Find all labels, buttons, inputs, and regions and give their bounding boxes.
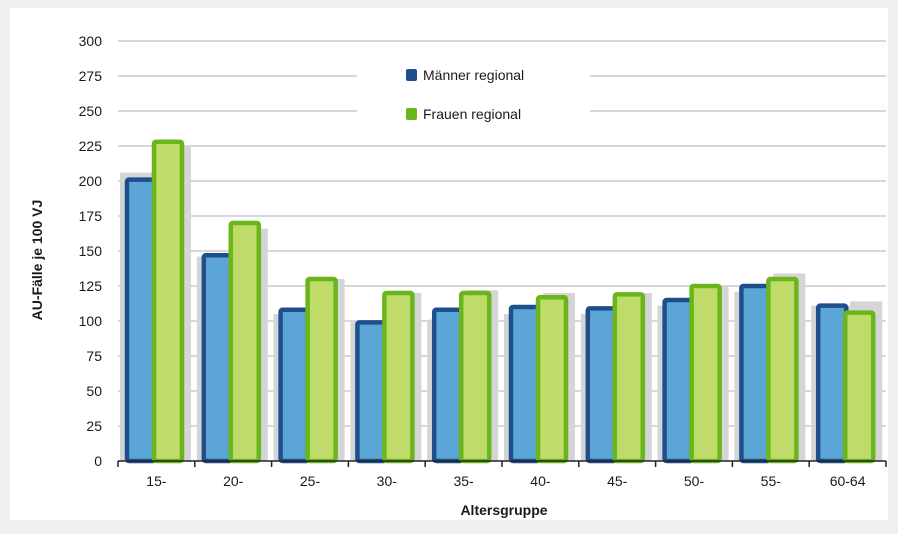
legend-label-men: Männer regional: [423, 67, 524, 83]
y-tick-label: 125: [79, 278, 103, 294]
y-tick-label: 275: [79, 68, 103, 84]
y-tick-label: 0: [94, 453, 102, 469]
y-tick-label: 300: [79, 33, 103, 49]
y-tick-label: 225: [79, 138, 103, 154]
bar-men: [278, 307, 311, 464]
bar-women: [842, 310, 876, 464]
x-axis-title: Altersgruppe: [460, 502, 547, 518]
bar-men: [662, 297, 695, 464]
y-tick-label: 75: [86, 348, 102, 364]
x-tick-label: 35-: [453, 473, 474, 489]
bar-men: [201, 252, 235, 464]
bar-women: [535, 294, 569, 464]
bar-men: [124, 177, 158, 464]
y-axis-title: AU-Fälle je 100 VJ: [29, 200, 45, 321]
bar-women: [612, 292, 646, 464]
y-tick-label: 50: [86, 383, 102, 399]
bar-women: [305, 276, 338, 464]
bar-men: [585, 306, 619, 464]
x-tick-label: 45-: [607, 473, 628, 489]
bar-women: [382, 290, 415, 464]
legend-background: [357, 58, 590, 126]
bar-men: [815, 303, 849, 464]
bar-men: [508, 304, 542, 464]
y-tick-label: 250: [79, 103, 103, 119]
x-tick-label: 60-64: [830, 473, 866, 489]
y-tick-label: 150: [79, 243, 103, 259]
bar-women: [228, 220, 262, 464]
x-tick-label: 50-: [684, 473, 705, 489]
bars-layer: [124, 139, 876, 464]
y-tick-label: 175: [79, 208, 103, 224]
bar-women: [766, 276, 799, 464]
y-tick-label: 100: [79, 313, 103, 329]
y-tick-label: 200: [79, 173, 103, 189]
bar-men: [739, 283, 772, 464]
legend-swatch-men: [406, 69, 417, 81]
bar-women: [689, 283, 722, 464]
x-tick-label: 40-: [530, 473, 551, 489]
bar-men: [355, 320, 388, 464]
y-tick-label: 25: [86, 418, 102, 434]
axis-layer: 0 25 50 75 100 125 150 175 200 225 250 275 300 15- 20-…: [79, 33, 887, 489]
legend: Männer regional Frauen regional: [357, 58, 590, 126]
legend-label-women: Frauen regional: [423, 106, 521, 122]
x-tick-label: 25-: [300, 473, 321, 489]
x-tick-label: 55-: [761, 473, 782, 489]
legend-swatch-women: [406, 108, 417, 120]
bar-women: [458, 290, 492, 464]
x-tick-label: 15-: [146, 473, 167, 489]
bar-men: [431, 307, 465, 464]
x-tick-label: 30-: [377, 473, 398, 489]
bar-women: [151, 139, 185, 464]
x-tick-label: 20-: [223, 473, 244, 489]
